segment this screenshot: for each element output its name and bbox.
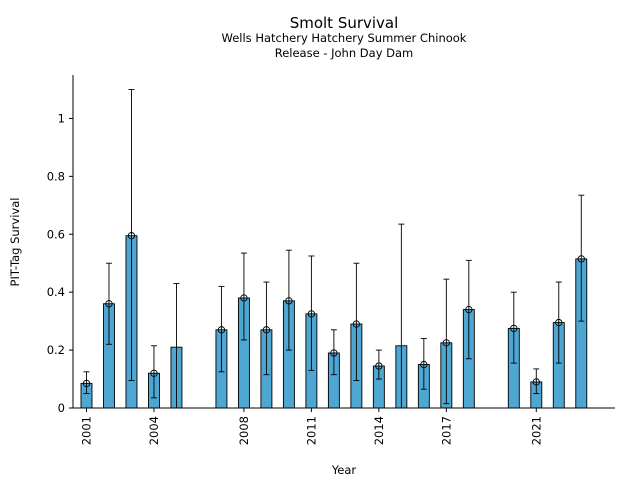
bar-group — [552, 281, 565, 409]
chart-subtitle-line-2: Release - John Day Dam — [275, 46, 414, 60]
chart-subtitle-line-1: Wells Hatchery Hatchery Summer Chinook — [222, 31, 467, 45]
bar-group — [395, 223, 408, 409]
point-marker — [375, 362, 383, 370]
point-marker — [217, 326, 226, 334]
y-axis-label: PIT-Tag Survival — [8, 198, 22, 287]
point-marker — [555, 318, 563, 327]
x-tick-label: 2004 — [147, 416, 161, 445]
bar-group — [80, 371, 93, 409]
bar-group — [305, 255, 318, 409]
bar-group — [417, 338, 430, 409]
bar-group — [372, 349, 385, 409]
bar-group — [148, 345, 160, 409]
point-marker — [105, 300, 113, 308]
x-tick-label: 2014 — [372, 416, 386, 445]
bar-group — [103, 262, 115, 409]
point-marker — [307, 310, 316, 318]
bar-group — [215, 285, 228, 409]
point-marker — [262, 326, 271, 334]
bar-group — [237, 252, 250, 409]
y-tick-label: 0.6 — [47, 227, 65, 241]
y-tick-label: 0.4 — [47, 285, 65, 299]
y-tick-label: 0 — [58, 401, 65, 415]
point-marker — [82, 379, 91, 388]
bar-group — [260, 281, 273, 409]
y-axis-ticks: 0 0.2 0.4 0.6 0.8 1 — [47, 111, 73, 415]
bar-group — [530, 368, 543, 409]
bar-group — [170, 283, 183, 409]
bar-group — [327, 329, 340, 409]
point-marker — [330, 349, 338, 357]
point-marker — [577, 255, 585, 263]
bar-group — [125, 89, 138, 409]
x-tick-label: 2008 — [237, 416, 251, 445]
x-tick-label: 2011 — [304, 416, 318, 445]
bar-group — [462, 259, 475, 409]
point-marker — [127, 232, 136, 240]
point-marker — [420, 360, 428, 369]
point-marker — [532, 378, 540, 386]
point-marker — [240, 294, 248, 302]
y-tick-label: 1 — [58, 111, 65, 125]
plot-area — [80, 89, 588, 409]
point-marker — [465, 305, 473, 314]
x-axis-ticks: 2001 2004 2008 2011 2014 2017 2021 — [79, 408, 543, 445]
point-marker — [352, 320, 361, 328]
y-tick-label: 0.2 — [47, 343, 65, 357]
bar-group — [575, 194, 588, 409]
x-tick-label: 2017 — [439, 416, 453, 445]
point-marker — [285, 297, 293, 305]
point-marker — [442, 339, 450, 347]
chart-title: Smolt Survival — [290, 14, 399, 32]
y-tick-label: 0.8 — [47, 169, 65, 183]
bar-group — [507, 291, 520, 409]
bar-group — [440, 278, 453, 409]
x-tick-label: 2001 — [79, 416, 93, 445]
bar-group — [282, 249, 295, 409]
point-marker — [150, 369, 158, 377]
point-marker — [510, 324, 518, 333]
x-tick-label: 2021 — [529, 416, 543, 445]
x-axis-label: Year — [331, 463, 357, 477]
bar-group — [350, 262, 363, 409]
